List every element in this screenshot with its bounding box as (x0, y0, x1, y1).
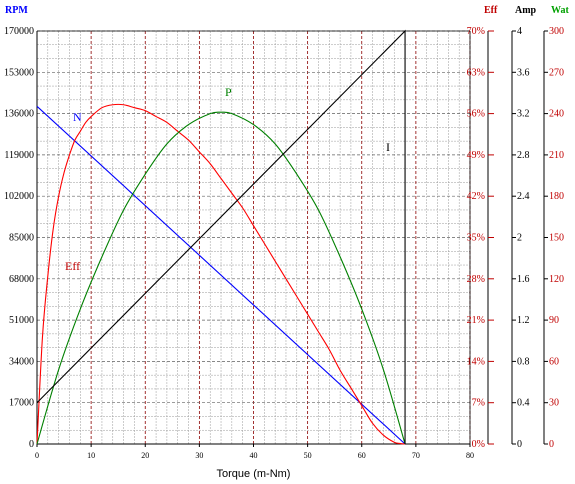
series-labels: N Eff P I (65, 85, 390, 273)
series-layer (36, 29, 406, 445)
amp-tick-label: 0.4 (517, 398, 530, 409)
wat-axis-title: Wat (551, 5, 569, 16)
rpm-tick-label: 51000 (9, 315, 34, 326)
axes: 0 10 20 30 40 50 60 70 8001700034000510006800085… (4, 26, 564, 460)
eff-tick-label: 49% (467, 150, 485, 161)
x-tick-label: 60 (358, 451, 366, 460)
major-gridlines (37, 30, 471, 444)
series-eff-label: Eff (65, 259, 80, 273)
wat-tick-label: 150 (549, 233, 564, 244)
amp-tick-label: 0 (517, 439, 522, 450)
eff-tick-label: 21% (467, 315, 485, 326)
x-tick-label: 10 (87, 451, 95, 460)
rpm-tick-label: 0 (29, 439, 34, 450)
x-tick-label: 20 (141, 451, 149, 460)
rpm-tick-label: 102000 (4, 191, 34, 202)
x-tick-label: 30 (195, 451, 203, 460)
eff-tick-label: 28% (467, 274, 485, 285)
wat-tick-label: 300 (549, 26, 564, 37)
rpm-tick-label: 170000 (4, 26, 34, 37)
amp-tick-label: 2.8 (517, 150, 530, 161)
eff-axis-title: Eff (484, 5, 498, 16)
amp-tick-label: 2.4 (517, 191, 530, 202)
eff-tick-label: 56% (467, 109, 485, 120)
rpm-tick-label: 68000 (9, 274, 34, 285)
x-tick-label: 40 (250, 451, 258, 460)
amp-tick-label: 1.2 (517, 315, 530, 326)
wat-tick-label: 270 (549, 67, 564, 78)
amp-axis-title: Amp (515, 5, 537, 16)
wat-tick-label: 240 (549, 109, 564, 120)
series-p-line (36, 111, 406, 445)
x-tick-label: 0 (35, 451, 39, 460)
eff-tick-label: 70% (467, 26, 485, 37)
rpm-tick-label: 136000 (4, 109, 34, 120)
amp-tick-label: 2 (517, 233, 522, 244)
x-axis-label: Torque (m-Nm) (217, 468, 291, 480)
eff-tick-label: 63% (467, 67, 485, 78)
amp-tick-label: 3.6 (517, 67, 530, 78)
eff-tick-label: 42% (467, 191, 485, 202)
eff-tick-label: 35% (467, 233, 485, 244)
amp-tick-label: 4 (517, 26, 522, 37)
series-n-label: N (73, 110, 82, 124)
series-eff-line (36, 103, 406, 445)
x-tick-label: 50 (304, 451, 312, 460)
wat-tick-label: 30 (549, 398, 559, 409)
series-i-line (36, 29, 406, 444)
rpm-tick-label: 34000 (9, 356, 34, 367)
amp-tick-label: 3.2 (517, 109, 530, 120)
series-p-label: P (225, 85, 232, 99)
eff-tick-label: 0% (472, 439, 485, 450)
eff-tick-label: 7% (472, 398, 485, 409)
x-tick-label: 80 (466, 451, 474, 460)
wat-tick-label: 210 (549, 150, 564, 161)
wat-tick-label: 0 (549, 439, 554, 450)
eff-tick-label: 14% (467, 356, 485, 367)
rpm-tick-label: 119000 (4, 150, 34, 161)
wat-tick-label: 120 (549, 274, 564, 285)
wat-tick-label: 180 (549, 191, 564, 202)
x-tick-label: 70 (412, 451, 420, 460)
wat-tick-label: 60 (549, 356, 559, 367)
axis-titles: RPM Eff Amp Wat (5, 5, 569, 16)
amp-tick-label: 1.6 (517, 274, 530, 285)
rpm-tick-label: 17000 (9, 398, 34, 409)
series-i-label: I (386, 140, 390, 154)
series-n-line (36, 105, 406, 445)
wat-tick-label: 90 (549, 315, 559, 326)
rpm-tick-label: 153000 (4, 67, 34, 78)
amp-tick-label: 0.8 (517, 356, 530, 367)
rpm-axis-title: RPM (5, 5, 28, 16)
rpm-tick-label: 85000 (9, 233, 34, 244)
